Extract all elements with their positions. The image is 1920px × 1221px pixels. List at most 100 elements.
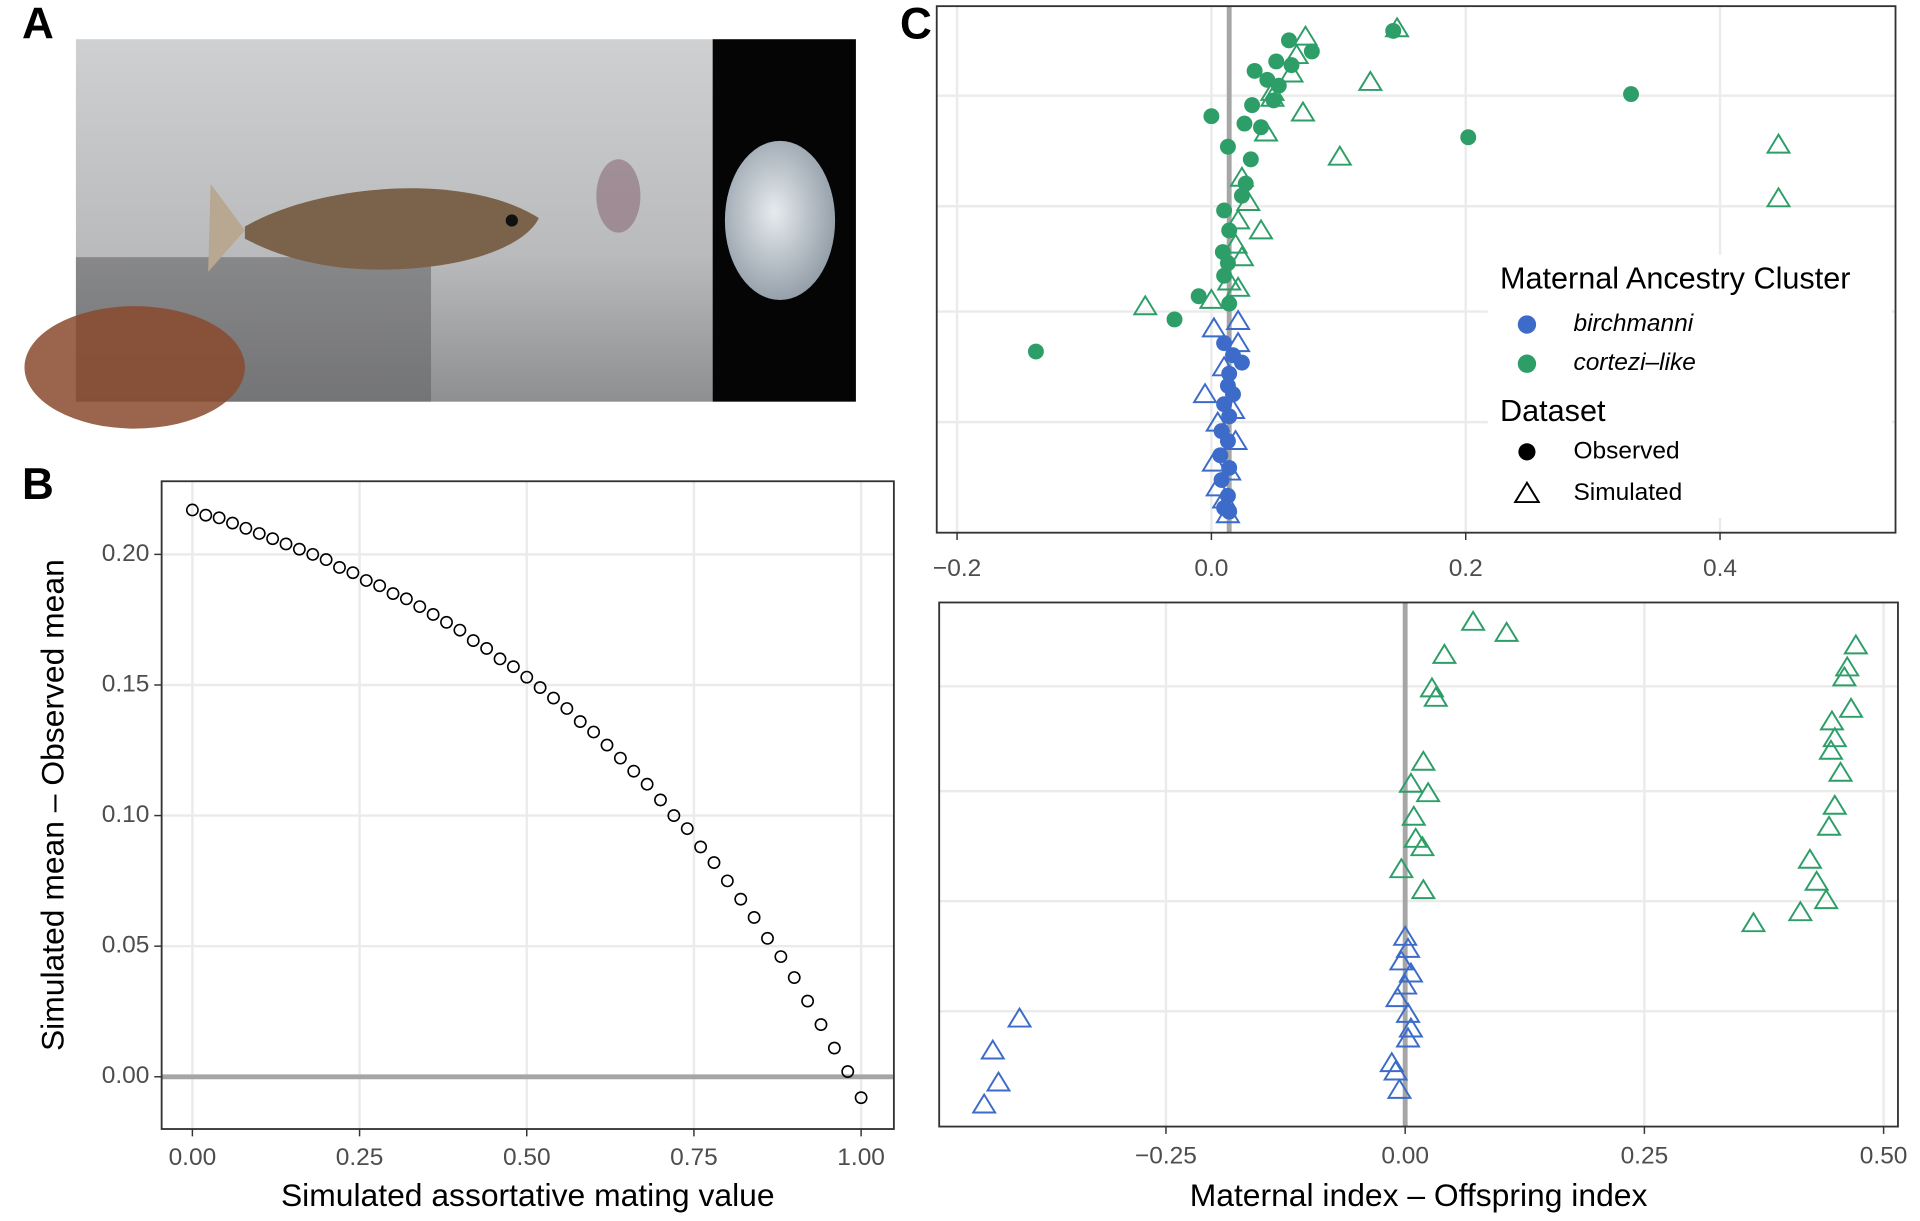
point <box>1205 475 1231 497</box>
x-tick-label: 0.00 <box>1381 1143 1429 1170</box>
x-tick-label: 0.2 <box>1449 555 1483 582</box>
point <box>1201 316 1227 338</box>
x-tick-label: 0.25 <box>336 1144 384 1171</box>
point <box>1283 43 1310 65</box>
point <box>1290 100 1316 122</box>
point <box>1623 86 1639 103</box>
point <box>720 874 734 888</box>
point <box>1215 502 1241 524</box>
point <box>1235 190 1261 211</box>
point <box>319 553 333 567</box>
point <box>1219 255 1236 272</box>
point <box>185 503 199 517</box>
point <box>1027 343 1044 360</box>
point <box>1220 398 1246 419</box>
point <box>440 615 453 629</box>
point <box>1233 187 1250 204</box>
point <box>1278 61 1305 83</box>
point <box>1225 309 1251 330</box>
point <box>266 532 280 546</box>
point <box>1222 429 1249 451</box>
legend-title: Maternal Ancestry Cluster <box>1500 262 1850 296</box>
point <box>1398 771 1424 793</box>
point <box>1006 1006 1033 1028</box>
x-tick-label: 0.25 <box>1621 1143 1669 1170</box>
point <box>520 670 534 684</box>
x-axis-title: Simulated assortative mating value <box>281 1177 775 1213</box>
point <box>306 547 320 561</box>
legend-marker <box>1517 354 1537 373</box>
legend-background <box>1487 254 1892 518</box>
plot-border <box>160 480 895 1130</box>
x-tick-label: 0.0 <box>1194 555 1228 582</box>
legend-label: birchmanni <box>1573 310 1693 337</box>
point <box>1843 633 1869 655</box>
point <box>1259 80 1286 101</box>
point <box>587 725 601 739</box>
point <box>1379 1051 1405 1073</box>
point <box>1216 202 1233 219</box>
plot-background <box>939 602 1898 1127</box>
point <box>373 579 387 593</box>
point <box>493 652 507 666</box>
point <box>747 911 761 924</box>
point <box>1834 655 1860 677</box>
point <box>1222 232 1249 254</box>
point <box>466 634 480 648</box>
point <box>1392 973 1418 995</box>
point <box>1221 295 1238 312</box>
point <box>239 521 253 535</box>
point <box>1818 738 1844 760</box>
point <box>1216 459 1242 481</box>
point <box>761 931 774 945</box>
point <box>1822 793 1848 815</box>
point <box>1281 32 1297 49</box>
point <box>1357 70 1384 91</box>
point <box>1216 269 1242 291</box>
point <box>1388 949 1415 971</box>
panel-label: B <box>22 460 54 509</box>
point <box>971 1092 997 1114</box>
point <box>640 777 654 791</box>
point <box>1460 610 1486 631</box>
point <box>1787 900 1814 922</box>
x-tick-label: −0.2 <box>933 555 981 582</box>
point <box>226 516 239 530</box>
point <box>774 950 788 964</box>
legend-marker <box>1517 315 1537 334</box>
point <box>1740 911 1767 933</box>
panel-label: C <box>900 0 932 49</box>
point <box>1398 1016 1424 1038</box>
point <box>1198 288 1225 309</box>
point <box>1203 108 1220 125</box>
point <box>1221 459 1238 476</box>
point <box>453 623 467 637</box>
point <box>386 587 400 600</box>
point <box>680 822 694 836</box>
legend-label: Simulated <box>1573 479 1682 506</box>
point <box>1386 1078 1413 1099</box>
point <box>1419 676 1445 698</box>
point <box>841 1065 855 1078</box>
point <box>1327 144 1353 166</box>
point <box>1797 847 1823 869</box>
point <box>1225 208 1251 230</box>
y-tick-label: 0.20 <box>102 540 150 567</box>
point <box>346 566 360 580</box>
x-tick-label: 0.50 <box>503 1144 551 1171</box>
point <box>1205 410 1231 432</box>
point <box>1229 245 1255 267</box>
point <box>573 715 587 728</box>
point <box>1401 805 1427 826</box>
point <box>1819 709 1845 731</box>
legend-label: Observed <box>1573 437 1679 464</box>
y-tick-label: 0.00 <box>102 1062 150 1089</box>
point <box>1816 814 1842 836</box>
point <box>1242 151 1259 168</box>
plot-border <box>938 601 1899 1128</box>
x-tick-label: 1.00 <box>837 1144 885 1171</box>
point <box>199 508 213 522</box>
point <box>1388 857 1415 879</box>
point <box>1395 1026 1421 1048</box>
point <box>1765 132 1792 154</box>
